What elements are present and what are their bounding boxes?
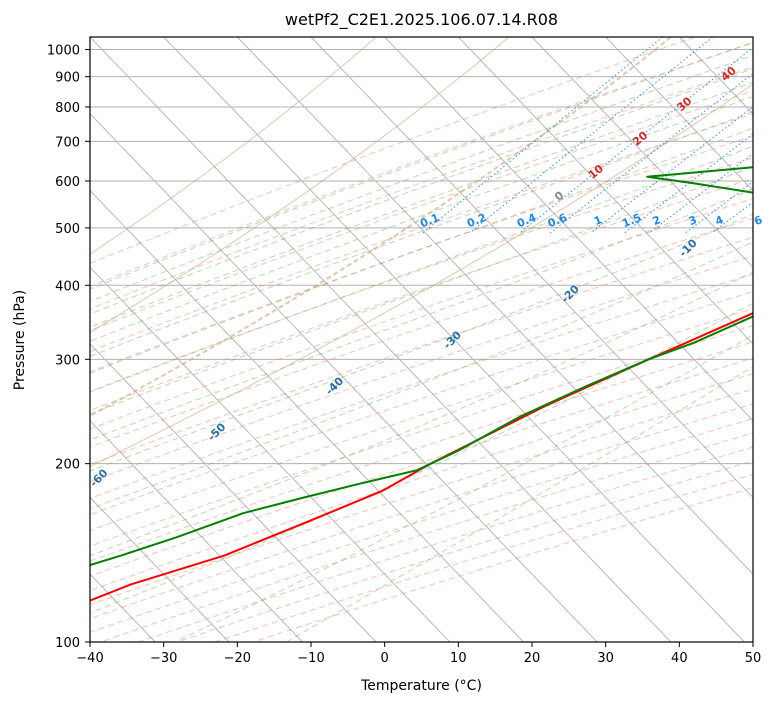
x-tick-label: 40 <box>671 651 688 666</box>
temperature-profile <box>90 312 753 602</box>
x-tick-label: −40 <box>76 651 103 666</box>
moist-adiabat-line <box>286 366 753 642</box>
isotherm-line <box>0 37 8 642</box>
moist-adiabat-line <box>90 95 753 342</box>
x-tick-label: 10 <box>450 651 467 666</box>
dry-adiabat-line <box>100 432 753 642</box>
mixing-ratio-label: 6 <box>752 213 764 228</box>
moist-adiabat-line <box>90 54 753 302</box>
moist-adiabat-line <box>90 111 753 357</box>
moist-adiabat-line <box>90 68 753 315</box>
y-tick-label: 1000 <box>47 44 80 59</box>
dry-adiabat-line <box>90 217 753 448</box>
dry-adiabat-line <box>90 373 753 592</box>
x-tick-label: −30 <box>150 651 177 666</box>
x-tick-label: −20 <box>224 651 251 666</box>
y-tick-label: 200 <box>55 458 80 473</box>
isotherm-line <box>90 113 598 642</box>
y-tick-label: 500 <box>55 222 80 237</box>
mixing-ratio-line <box>469 37 714 234</box>
mixing-ratio-line <box>684 181 753 234</box>
mixing-ratio-line <box>750 230 753 234</box>
dry-adiabat-line <box>90 418 753 633</box>
x-tick-label: 30 <box>597 651 614 666</box>
y-axis-label: Pressure (hPa) <box>12 289 28 391</box>
y-tick-label: 100 <box>55 636 80 651</box>
dry-adiabat-line <box>90 42 753 288</box>
reference-curve <box>90 37 377 255</box>
mixing-ratio-line <box>549 72 753 234</box>
dry-adiabat-line <box>90 325 753 547</box>
y-tick-label: 300 <box>55 353 80 368</box>
mixing-ratio-line <box>648 152 753 234</box>
isotherm-line <box>90 496 230 642</box>
x-tick-label: 50 <box>745 651 762 666</box>
isotherm-line <box>457 37 753 345</box>
moist-adiabat-line <box>90 302 753 614</box>
isotherm-line <box>90 419 303 642</box>
dry-adiabat-line <box>90 341 753 562</box>
dry-adiabat-line <box>90 66 753 310</box>
dry-adiabat-line <box>90 236 753 466</box>
mixing-ratio-line <box>519 47 753 234</box>
plot-frame <box>89 36 754 643</box>
chart-title: wetPf2_C2E1.2025.106.07.14.R08 <box>284 10 559 29</box>
y-tick-label: 900 <box>55 71 80 86</box>
x-axis-label: Temperature (°C) <box>361 678 482 694</box>
isotherm-line <box>163 37 745 642</box>
dewpoint-profile <box>90 166 753 567</box>
y-tick-label: 700 <box>55 135 80 150</box>
isotherm-label: -60 <box>87 466 110 489</box>
isotherm-line <box>605 37 753 192</box>
x-tick-label: 0 <box>381 651 389 666</box>
dry-adiabat-line <box>90 37 696 264</box>
isotherm-label: -10 <box>677 236 700 259</box>
y-tick-label: 800 <box>55 101 80 116</box>
mixing-ratio-label: 1 <box>592 213 604 228</box>
isotherm-line <box>90 189 524 642</box>
moist-adiabat-label: 10 <box>586 162 606 182</box>
dry-adiabat-line <box>252 487 753 642</box>
reference-curve <box>90 83 753 468</box>
x-tick-label: −10 <box>297 651 324 666</box>
mixing-ratio-label: 2 <box>651 213 663 228</box>
mixing-ratio-label: 4 <box>713 213 725 228</box>
y-tick-label: 400 <box>55 279 80 294</box>
isotherm-line <box>310 37 753 499</box>
reference-curve <box>90 37 510 334</box>
moist-adiabat-line <box>90 165 753 415</box>
moist-adiabat-line <box>90 213 753 472</box>
isotherm-line <box>531 37 753 268</box>
isotherm-line <box>752 37 753 38</box>
mixing-ratio-line <box>624 133 753 234</box>
isotherm-line <box>236 37 753 575</box>
dry-adiabat-line <box>90 90 753 332</box>
y-tick-label: 600 <box>55 175 80 190</box>
isotherm-label: -50 <box>205 420 228 443</box>
moist-adiabat-line <box>174 334 753 642</box>
isotherm-line <box>90 343 377 642</box>
moist-adiabat-line <box>90 41 753 290</box>
isotherm-line <box>90 266 451 642</box>
reference-curve <box>90 37 672 417</box>
dry-adiabat-line <box>90 273 753 499</box>
dry-adiabat-line <box>90 291 753 516</box>
isotherm-label: -30 <box>441 328 464 351</box>
mixing-ratio-line <box>711 201 753 234</box>
moist-adiabat-line <box>90 127 753 374</box>
x-tick-label: 20 <box>524 651 541 666</box>
mixing-ratio-label: 3 <box>687 213 699 228</box>
